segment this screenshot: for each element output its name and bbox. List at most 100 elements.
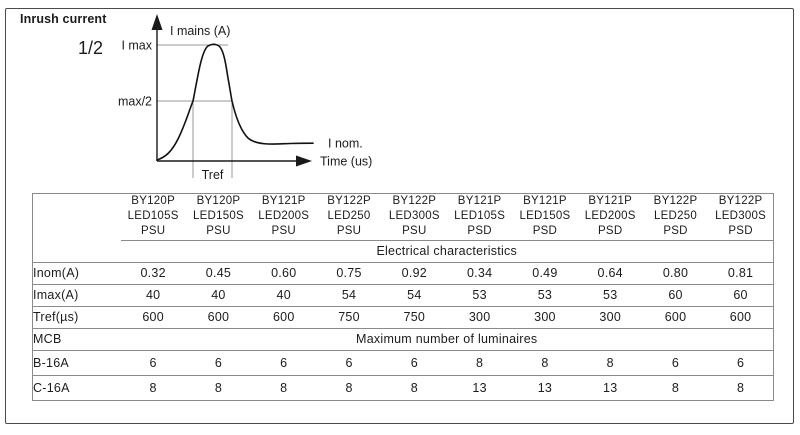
value-cell: 8 [642, 375, 709, 401]
value-cell: 8 [120, 375, 186, 401]
header-driver: PSU [271, 225, 296, 238]
header-driver: PSD [728, 225, 753, 238]
column-header: BY122P LED250 PSD [642, 193, 709, 241]
imax-label: I max [121, 39, 152, 53]
fraction-label: 1/2 [78, 38, 104, 58]
value-cell: 40 [185, 284, 252, 307]
column-header: BY120P LED150S PSU [185, 193, 252, 241]
value-cell: 13 [577, 375, 643, 401]
row-label: B-16A [32, 350, 121, 376]
value-cell: 8 [577, 350, 643, 376]
value-cell: 6 [120, 350, 186, 376]
corner-cell [33, 194, 121, 241]
mcb-label: MCB [32, 328, 121, 351]
value-cell: 6 [316, 350, 382, 376]
value-cell: 6 [381, 350, 447, 376]
value-cell: 40 [120, 284, 186, 307]
value-cell: 6 [185, 350, 252, 376]
value-cell: 750 [316, 306, 382, 329]
section-row-mcb: MCB Maximum number of luminaires [32, 328, 774, 351]
value-cell: 0.32 [120, 262, 186, 285]
header-driver: PSU [336, 225, 362, 238]
header-led: LED300S [388, 210, 440, 223]
value-cell: 300 [446, 306, 513, 329]
row-label: Tref(µs) [32, 306, 121, 329]
header-led: LED250 [327, 210, 371, 223]
column-header: BY122P LED300S PSU [381, 193, 447, 241]
table-row-b16a: B-16A 6 6 6 6 6 8 8 8 6 6 [32, 350, 774, 376]
value-cell: 40 [251, 284, 317, 307]
header-led: LED105S [127, 210, 179, 223]
luminaires-section-header: Maximum number of luminaires [120, 328, 774, 351]
table-row-tref: Tref(µs) 600 600 600 750 750 300 300 300… [32, 306, 774, 329]
header-driver: PSD [663, 225, 688, 238]
value-cell: 600 [120, 306, 186, 329]
inrush-current-figure: I mains (A) I max max/2 Tref Time (us) I… [118, 14, 372, 182]
value-cell: 6 [251, 350, 317, 376]
value-cell: 0.34 [446, 262, 513, 285]
header-model: BY121P [261, 195, 306, 207]
value-cell: 0.92 [381, 262, 447, 285]
value-cell: 600 [251, 306, 317, 329]
column-header: BY121P LED200S PSU [251, 193, 317, 241]
value-cell: 13 [446, 375, 513, 401]
value-cell: 6 [642, 350, 709, 376]
row-label: Imax(A) [32, 284, 121, 307]
value-cell: 300 [577, 306, 643, 329]
header-model: BY122P [392, 195, 437, 207]
row-label: Inom(A) [32, 262, 121, 285]
value-cell: 6 [708, 350, 774, 376]
x-axis-label: Time (us) [320, 155, 372, 169]
header-model: BY121P [588, 195, 633, 207]
inrush-current-curve [156, 43, 314, 161]
column-header: BY122P LED250 PSU [316, 193, 382, 241]
value-cell: 0.49 [512, 262, 578, 285]
value-cell: 750 [381, 306, 447, 329]
header-row: BY120P LED105S PSU BY120P LED150S PSU BY… [33, 193, 774, 241]
value-cell: 8 [381, 375, 447, 401]
header-model: BY121P [523, 195, 567, 207]
empty-label-cell [32, 240, 121, 263]
header-driver: PSD [467, 225, 492, 238]
value-cell: 8 [708, 375, 774, 401]
header-driver: PSU [140, 225, 166, 238]
value-cell: 0.45 [185, 262, 252, 285]
value-cell: 0.80 [642, 262, 709, 285]
value-cell: 0.75 [316, 262, 382, 285]
electrical-characteristics-table: BY120P LED105S PSU BY120P LED150S PSU BY… [32, 193, 774, 401]
header-driver: PSD [598, 225, 623, 238]
y-axis-label: I mains (A) [170, 24, 230, 38]
tref-label: Tref [202, 168, 224, 182]
header-led: LED200S [258, 210, 310, 223]
header-model: BY120P [196, 195, 241, 207]
column-header: BY122P LED300S PSD [708, 193, 774, 241]
header-model: BY122P [327, 195, 371, 207]
value-cell: 0.64 [577, 262, 643, 285]
column-header: BY121P LED105S PSD [446, 193, 513, 241]
header-led: LED200S [584, 210, 636, 223]
header-led: LED300S [715, 210, 767, 223]
header-driver: PSU [402, 225, 427, 238]
header-driver: PSU [206, 225, 231, 238]
value-cell: 60 [642, 284, 709, 307]
value-cell: 600 [185, 306, 252, 329]
column-header: BY121P LED150S PSD [512, 193, 578, 241]
value-cell: 53 [577, 284, 643, 307]
header-led: LED150S [192, 210, 244, 223]
value-cell: 53 [446, 284, 513, 307]
section-row-electrical: Electrical characteristics [32, 240, 774, 263]
value-cell: 54 [381, 284, 447, 307]
inom-label: I nom. [328, 137, 363, 151]
header-led: LED150S [519, 210, 571, 223]
half-max-label: max/2 [118, 95, 152, 109]
value-cell: 60 [708, 284, 774, 307]
value-cell: 8 [185, 375, 252, 401]
value-cell: 53 [512, 284, 578, 307]
header-led: LED105S [454, 210, 506, 223]
y-axis-arrow-icon [151, 14, 163, 30]
table-row-c16a: C-16A 8 8 8 8 8 13 13 13 8 8 [32, 375, 774, 401]
figure-title: Inrush current [20, 12, 107, 26]
value-cell: 8 [512, 350, 578, 376]
header-model: BY121P [457, 195, 502, 207]
column-header: BY121P LED200S PSD [577, 193, 643, 241]
